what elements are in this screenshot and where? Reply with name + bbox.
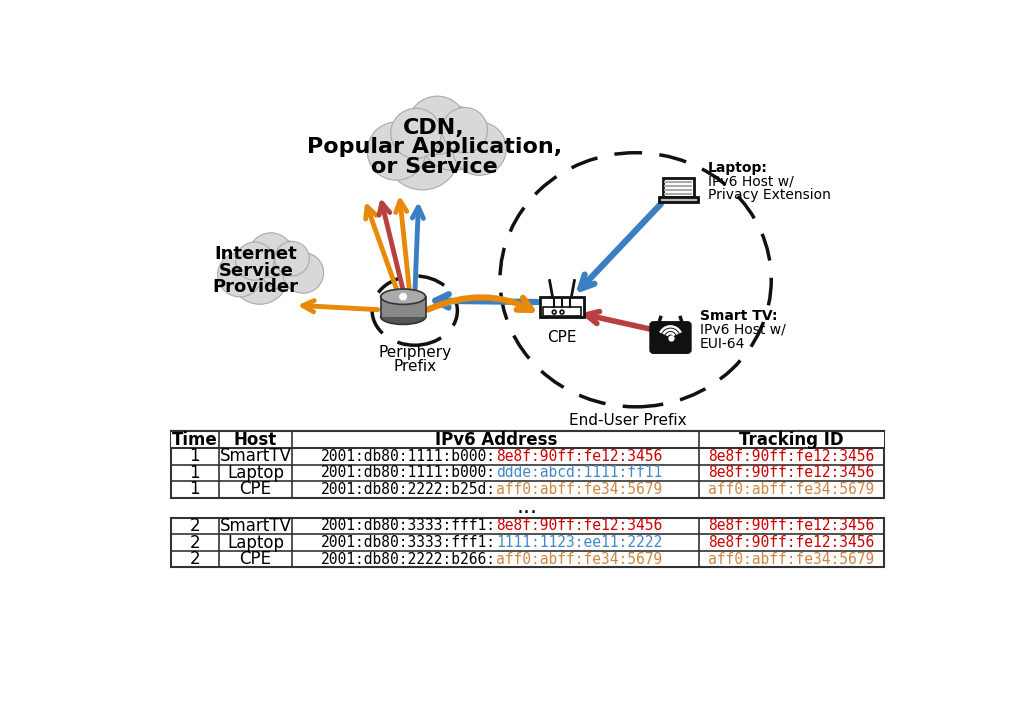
Circle shape <box>217 253 262 297</box>
Text: 1: 1 <box>189 447 200 465</box>
Text: Laptop: Laptop <box>227 534 284 552</box>
Text: Laptop: Laptop <box>227 464 284 482</box>
Text: aff0:abff:fe34:5679: aff0:abff:fe34:5679 <box>496 552 662 566</box>
Circle shape <box>560 310 564 314</box>
Text: Internet: Internet <box>214 246 297 263</box>
Circle shape <box>283 253 324 293</box>
Text: Privacy Extension: Privacy Extension <box>708 188 830 202</box>
Circle shape <box>258 240 308 290</box>
FancyBboxPatch shape <box>544 307 581 316</box>
Text: IPv6 Address: IPv6 Address <box>434 430 557 449</box>
Text: CPE: CPE <box>240 481 271 498</box>
Circle shape <box>391 108 441 159</box>
Text: EUI-64: EUI-64 <box>700 337 745 350</box>
Text: Service: Service <box>218 261 293 280</box>
Text: 8e8f:90ff:fe12:3456: 8e8f:90ff:fe12:3456 <box>496 449 662 464</box>
Text: or Service: or Service <box>371 156 498 176</box>
Text: 2001:db80:3333:fff1:: 2001:db80:3333:fff1: <box>321 535 496 550</box>
FancyBboxPatch shape <box>658 198 697 202</box>
Text: 8e8f:90ff:fe12:3456: 8e8f:90ff:fe12:3456 <box>496 518 662 533</box>
Text: ddde:abcd:1111:ff11: ddde:abcd:1111:ff11 <box>496 465 662 480</box>
Text: aff0:abff:fe34:5679: aff0:abff:fe34:5679 <box>496 482 662 497</box>
Text: 1: 1 <box>189 481 200 498</box>
Text: CDN,: CDN, <box>403 118 465 138</box>
FancyBboxPatch shape <box>650 322 690 353</box>
Text: 2: 2 <box>189 534 200 552</box>
Circle shape <box>385 115 460 190</box>
Circle shape <box>442 108 487 153</box>
Circle shape <box>408 96 467 154</box>
Text: 2001:db80:2222:b25d:: 2001:db80:2222:b25d: <box>321 482 496 497</box>
Text: 8e8f:90ff:fe12:3456: 8e8f:90ff:fe12:3456 <box>709 518 874 533</box>
Text: Time: Time <box>172 430 217 449</box>
Text: Laptop:: Laptop: <box>708 161 768 175</box>
Text: 2: 2 <box>189 517 200 535</box>
Text: 2001:db80:1111:b000:: 2001:db80:1111:b000: <box>321 449 496 464</box>
Text: 2: 2 <box>189 550 200 568</box>
Text: Host: Host <box>233 430 278 449</box>
Text: 2001:db80:1111:b000:: 2001:db80:1111:b000: <box>321 465 496 480</box>
Text: IPv6 Host w/: IPv6 Host w/ <box>708 175 794 189</box>
FancyBboxPatch shape <box>171 431 884 498</box>
Text: Tracking ID: Tracking ID <box>739 430 844 449</box>
Circle shape <box>274 241 309 276</box>
FancyBboxPatch shape <box>541 297 584 317</box>
FancyBboxPatch shape <box>381 297 426 316</box>
Text: SmartTV: SmartTV <box>219 517 292 535</box>
Text: Popular Application,: Popular Application, <box>306 137 562 157</box>
Text: Periphery: Periphery <box>378 346 452 360</box>
FancyBboxPatch shape <box>171 431 884 448</box>
Text: 8e8f:90ff:fe12:3456: 8e8f:90ff:fe12:3456 <box>709 465 874 480</box>
Text: 1111:1123:ee11:2222: 1111:1123:ee11:2222 <box>496 535 662 550</box>
FancyBboxPatch shape <box>663 178 693 198</box>
Circle shape <box>368 122 426 181</box>
Circle shape <box>453 122 506 176</box>
Text: Prefix: Prefix <box>393 359 436 375</box>
Text: CPE: CPE <box>240 550 271 568</box>
Ellipse shape <box>381 309 426 324</box>
Text: End-User Prefix: End-User Prefix <box>569 413 687 428</box>
Text: 2001:db80:3333:fff1:: 2001:db80:3333:fff1: <box>321 518 496 533</box>
Text: aff0:abff:fe34:5679: aff0:abff:fe34:5679 <box>709 482 874 497</box>
Text: 2001:db80:2222:b266:: 2001:db80:2222:b266: <box>321 552 496 566</box>
Text: CPE: CPE <box>547 330 577 345</box>
Text: Smart TV:: Smart TV: <box>700 309 777 323</box>
Text: Provider: Provider <box>213 278 299 296</box>
Circle shape <box>421 105 486 171</box>
Circle shape <box>249 233 293 277</box>
Text: IPv6 Host w/: IPv6 Host w/ <box>700 323 785 337</box>
FancyBboxPatch shape <box>171 518 884 567</box>
Circle shape <box>236 242 274 280</box>
Circle shape <box>231 248 289 304</box>
Text: 8e8f:90ff:fe12:3456: 8e8f:90ff:fe12:3456 <box>709 535 874 550</box>
Text: 8e8f:90ff:fe12:3456: 8e8f:90ff:fe12:3456 <box>709 449 874 464</box>
Text: aff0:abff:fe34:5679: aff0:abff:fe34:5679 <box>709 552 874 566</box>
Ellipse shape <box>381 289 426 304</box>
Circle shape <box>552 310 556 314</box>
Text: SmartTV: SmartTV <box>219 447 292 465</box>
Text: 1: 1 <box>189 464 200 482</box>
Text: ...: ... <box>517 497 538 517</box>
